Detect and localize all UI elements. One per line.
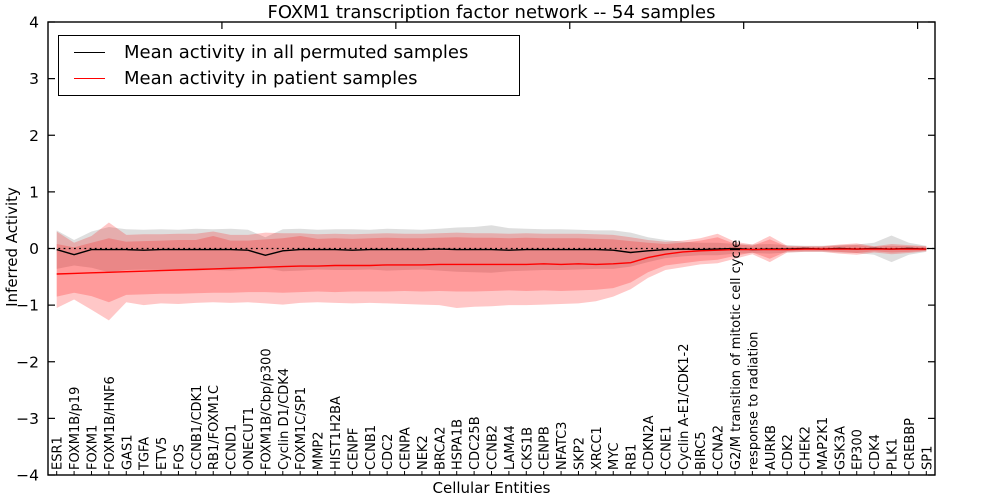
x-tick-label: Cyclin D1/CDK4 xyxy=(277,368,292,470)
x-tick-label: RB1 xyxy=(625,444,640,470)
legend: Mean activity in all permuted samples Me… xyxy=(58,35,520,96)
x-tick-label: CDC25B xyxy=(468,416,483,470)
x-tick-label: HIST1H2BA xyxy=(329,396,344,470)
legend-label-permuted: Mean activity in all permuted samples xyxy=(124,41,469,63)
x-tick-label: CHEK2 xyxy=(799,426,814,470)
x-tick-label: FOXM1C/SP1 xyxy=(294,387,309,470)
x-tick-label: CCNB1 xyxy=(364,425,379,470)
y-tick-label: −1 xyxy=(16,297,39,315)
x-tick-label: CENPB xyxy=(538,426,553,470)
y-tick-label: 2 xyxy=(29,127,39,145)
x-tick-label: CKS1B xyxy=(520,427,535,470)
x-tick-label: CCNB2 xyxy=(486,425,501,470)
x-tick-label: HSPA1B xyxy=(451,419,466,470)
y-tick-label: 3 xyxy=(29,70,39,88)
x-tick-label: SP1 xyxy=(920,446,935,470)
x-tick-label: NFATC3 xyxy=(555,422,570,470)
x-tick-label: GAS1 xyxy=(120,435,135,471)
x-tick-label: CDK2 xyxy=(781,434,796,470)
x-tick-label: SKP2 xyxy=(572,437,587,470)
patient-mean-line xyxy=(56,248,927,275)
y-tick-label: 0 xyxy=(29,240,39,258)
y-tick-label: 4 xyxy=(29,14,39,32)
patient-outer-band xyxy=(56,222,927,321)
x-tick-label: FOXM1B/Cbp/p300 xyxy=(259,348,274,470)
legend-item-patient: Mean activity in patient samples xyxy=(59,67,519,91)
x-tick-label: response to radiation xyxy=(746,332,761,470)
x-tick-label: FOXM1 xyxy=(85,425,100,470)
legend-item-permuted: Mean activity in all permuted samples xyxy=(59,40,519,64)
x-tick-label: CENPF xyxy=(346,428,361,470)
x-tick-label: BIRC5 xyxy=(694,432,709,471)
x-tick-label: Cyclin A-E1/CDK1-2 xyxy=(677,343,692,470)
x-tick-label: CREBBP xyxy=(903,418,918,470)
x-tick-label: GSK3A xyxy=(833,426,848,470)
patient-line-swatch xyxy=(74,78,105,80)
x-tick-label: G2/M transition of mitotic cell cycle xyxy=(729,240,744,470)
y-tick-label: −2 xyxy=(16,353,39,371)
x-tick-label: CCND1 xyxy=(225,424,240,470)
x-tick-label: FOXM1B/HNF6 xyxy=(103,376,118,470)
x-tick-label: EP300 xyxy=(851,429,866,470)
x-tick-label: MYC xyxy=(607,442,622,470)
y-tick-label: −3 xyxy=(16,410,39,428)
x-tick-label: AURKB xyxy=(764,425,779,470)
x-tick-label: MMP2 xyxy=(312,431,327,470)
x-tick-label: CENPA xyxy=(399,427,414,470)
x-tick-label: BRCA2 xyxy=(433,426,448,470)
permuted-line-swatch xyxy=(74,51,105,53)
x-tick-label: NEK2 xyxy=(416,435,431,470)
x-tick-label: CDK4 xyxy=(868,434,883,470)
x-tick-label: TGFA xyxy=(138,437,153,471)
y-tick-label: 1 xyxy=(29,183,39,201)
y-tick-label: −4 xyxy=(16,467,39,485)
x-axis-label: Cellular Entities xyxy=(432,479,551,497)
x-tick-label: CCNE1 xyxy=(659,426,674,470)
chart-title: FOXM1 transcription factor network -- 54… xyxy=(267,2,716,23)
x-tick-label: MAP2K1 xyxy=(816,417,831,470)
x-tick-label: ETV5 xyxy=(155,437,170,470)
legend-label-patient: Mean activity in patient samples xyxy=(124,68,418,90)
x-tick-label: FOS xyxy=(172,444,187,470)
x-tick-label: PLK1 xyxy=(886,438,901,470)
x-tick-label: LAMA4 xyxy=(503,425,518,470)
x-tick-label: CCNB1/CDK1 xyxy=(190,385,205,470)
x-tick-label: CCNA2 xyxy=(712,425,727,470)
x-tick-label: ONECUT1 xyxy=(242,407,257,470)
y-axis-label: Inferred Activity xyxy=(3,187,21,307)
x-tick-label: RB1/FOXM1C xyxy=(207,385,222,470)
x-tick-label: ESR1 xyxy=(51,436,66,470)
x-tick-label: CDKN2A xyxy=(642,415,657,470)
x-tick-label: FOXM1B/p19 xyxy=(68,387,83,470)
x-tick-label: XRCC1 xyxy=(590,426,605,470)
x-tick-label: CDC2 xyxy=(381,434,396,470)
